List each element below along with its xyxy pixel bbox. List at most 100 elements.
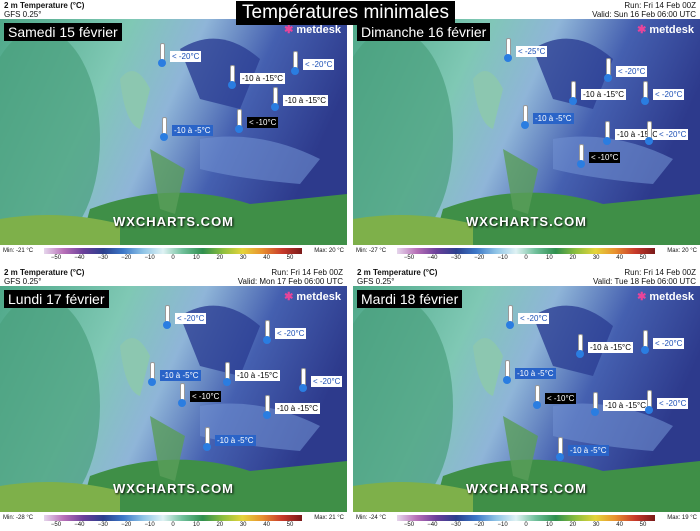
colorbar-tick: 40: [263, 522, 270, 528]
thermometer-bulb: [640, 97, 649, 105]
temperature-label: -10 à -15°C: [603, 400, 648, 411]
thermometer-bulb: [159, 133, 168, 141]
thermometer-bulb: [520, 121, 529, 129]
thermometer-bulb: [603, 74, 612, 82]
run-label: Run: Fri 14 Feb 00Z: [624, 268, 696, 277]
logo-icon: ✱: [284, 24, 294, 36]
temperature-label: < -10°C: [545, 393, 577, 404]
logo: ✱ metdesk: [637, 290, 694, 303]
logo-text: metdesk: [296, 291, 341, 303]
logo: ✱ metdesk: [637, 23, 694, 36]
valid-label: Valid: Mon 17 Feb 06:00 UTC: [237, 277, 343, 286]
colorbar-tick: 50: [639, 522, 647, 528]
colorbar-tick: 10: [546, 522, 553, 528]
thermometer-bulb: [290, 67, 299, 75]
min-label: Min: -21 °C: [3, 248, 34, 254]
colorbar-tick: −30: [97, 522, 108, 528]
temperature-label: -10 à -5°C: [172, 125, 213, 136]
thermometer-bulb: [227, 81, 236, 89]
colorbar-tick: 40: [616, 255, 623, 261]
max-label: Max: 19 °C: [667, 515, 697, 521]
logo-text: metdesk: [649, 24, 694, 36]
thermometer-bulb: [298, 384, 307, 392]
colorbar-tick: −20: [121, 255, 132, 261]
watermark: WXCHARTS.COM: [465, 481, 588, 496]
colorbar-tick: −20: [474, 255, 485, 261]
field-label: 2 m Temperature (°C): [4, 1, 85, 10]
model-label: GFS 0.25°: [357, 277, 395, 286]
thermometer-bulb: [503, 54, 512, 62]
model-label: GFS 0.25°: [4, 10, 42, 19]
thermometer-bulb: [568, 97, 577, 105]
max-label: Max: 21 °C: [314, 515, 344, 521]
colorbar-tick: −30: [450, 255, 461, 261]
colorbar: Min: -21 °C Max: 20 °C −50 −40 −30 −20 −10 0 10 2…: [0, 245, 347, 264]
temperature-label: < -20°C: [657, 129, 689, 140]
field-label: 2 m Temperature (°C): [4, 268, 85, 277]
temperature-label: < -10°C: [247, 117, 279, 128]
colorbar-tick: −30: [97, 255, 108, 261]
thermometer-bulb: [162, 321, 171, 329]
colorbar-tick: 20: [216, 522, 224, 528]
colorbar-tick: 50: [639, 255, 647, 261]
colorbar-tick: −10: [144, 522, 155, 528]
watermark: WXCHARTS.COM: [112, 214, 235, 229]
map: < -25°C < -20°C -10 à -15°C < -20°C -10 à -5…: [353, 19, 700, 249]
colorbar-tick: 30: [239, 522, 247, 528]
temperature-label: < -25°C: [516, 46, 548, 57]
thermometer-bulb: [147, 378, 156, 386]
temperature-label: -10 à -15°C: [581, 89, 626, 100]
colorbar-tick: 20: [569, 522, 577, 528]
temperature-label: < -10°C: [190, 391, 222, 402]
temperature-label: < -10°C: [589, 152, 621, 163]
thermometer-bulb: [177, 399, 186, 407]
temperature-label: < -20°C: [518, 313, 550, 324]
temperature-label: < -20°C: [170, 51, 202, 62]
temperature-label: -10 à -15°C: [275, 403, 320, 414]
temperature-label: < -20°C: [175, 313, 207, 324]
map-panel: 2 m Temperature (°C)GFS 0.25° Run: Fri 14…: [0, 267, 347, 531]
colorbar: Min: -27 °C Max: 20 °C −50 −40 −30 −20 −10 0 10 2…: [353, 245, 700, 264]
thermometer-bulb: [532, 401, 541, 409]
min-label: Min: -24 °C: [356, 515, 387, 521]
colorbar-tick: 50: [286, 255, 294, 261]
thermometer-bulb: [222, 378, 231, 386]
colorbar-tick: 20: [216, 255, 224, 261]
colorbar-tick: 0: [171, 522, 175, 528]
temperature-label: < -20°C: [275, 328, 307, 339]
map-panel: 2 m Temperature (°C) GFS 0.25° < -20°C -10…: [0, 0, 347, 264]
min-label: Min: -27 °C: [356, 248, 387, 254]
thermometer-bulb: [602, 137, 611, 145]
map: < -20°C -10 à -15°C < -20°C -10 à -15°C -10 …: [0, 19, 347, 249]
colorbar-tick: 10: [193, 522, 200, 528]
logo: ✱ metdesk: [284, 23, 341, 36]
thermometer-bulb: [157, 59, 166, 67]
thermometer-bulb: [262, 411, 271, 419]
colorbar-tick: 30: [239, 255, 247, 261]
temperature-label: < -20°C: [311, 376, 343, 387]
temperature-label: -10 à -5°C: [215, 435, 256, 446]
colorbar-tick: −20: [474, 522, 485, 528]
thermometer-bulb: [640, 346, 649, 354]
colorbar-tick: 30: [592, 255, 600, 261]
logo-icon: ✱: [637, 24, 647, 36]
logo-text: metdesk: [296, 24, 341, 36]
page-title: Températures minimales: [236, 1, 455, 25]
thermometer-bulb: [575, 350, 584, 358]
colorbar-tick: 10: [546, 255, 553, 261]
colorbar-tick: 30: [592, 522, 600, 528]
logo-icon: ✱: [637, 291, 647, 303]
map: < -20°C -10 à -15°C < -20°C -10 à -5°C < -10…: [353, 286, 700, 516]
day-label: Lundi 17 février: [4, 290, 109, 308]
colorbar-tick: −10: [144, 255, 155, 261]
temperature-label: -10 à -5°C: [568, 445, 609, 456]
colorbar-tick: −10: [497, 255, 508, 261]
colorbar-tick: −30: [450, 522, 461, 528]
thermometer-bulb: [202, 443, 211, 451]
colorbar-tick: −50: [403, 255, 415, 261]
thermometer-bulb: [502, 376, 511, 384]
temperature-label: -10 à -15°C: [615, 129, 660, 140]
colorbar-tick: −50: [50, 522, 62, 528]
thermometer-bulb: [644, 406, 653, 414]
colorbar: Min: -24 °C Max: 19 °C −50 −40 −30 −20 −10 0 10 2…: [353, 512, 700, 531]
